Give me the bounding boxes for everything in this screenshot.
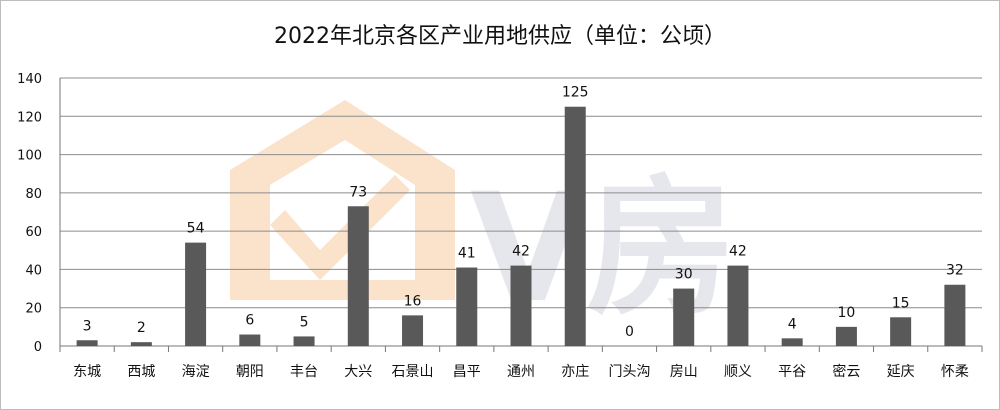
x-tick-label: 怀柔 (941, 364, 969, 380)
x-tick-label: 海淀 (182, 364, 210, 380)
data-label: 30 (675, 267, 693, 283)
x-tick-label: 延庆 (887, 364, 915, 380)
bar (727, 265, 749, 346)
x-tick-label: 平谷 (778, 364, 806, 380)
x-tick-label: 丰台 (290, 364, 318, 380)
bar (76, 340, 98, 346)
data-label: 5 (300, 314, 309, 330)
x-tick-label: 昌平 (453, 364, 481, 380)
bar (781, 338, 803, 346)
data-label: 125 (562, 85, 589, 101)
bar (890, 317, 912, 346)
y-tick-label: 0 (34, 340, 42, 355)
bar (239, 334, 261, 346)
bar (347, 206, 369, 346)
bar (456, 267, 478, 346)
y-tick-label: 140 (17, 72, 42, 87)
data-label: 0 (625, 324, 634, 340)
data-label: 54 (187, 221, 205, 237)
data-label: 3 (83, 318, 92, 334)
x-tick-label: 房山 (670, 364, 698, 380)
data-label: 6 (245, 313, 254, 329)
x-tick-label: 朝阳 (236, 364, 264, 380)
x-tick-label: 密云 (832, 363, 860, 380)
x-tick-label: 东城 (73, 364, 101, 380)
data-label: 41 (458, 246, 476, 262)
x-tick-label: 西城 (127, 364, 155, 380)
bar (944, 284, 966, 346)
x-tick-label: 亦庄 (561, 363, 589, 380)
data-label: 32 (946, 263, 964, 279)
data-label: 42 (729, 244, 747, 260)
x-tick-label: 石景山 (392, 364, 434, 380)
bar (185, 242, 207, 346)
x-tick-label: 门头沟 (608, 364, 650, 380)
x-tick-label: 通州 (507, 364, 535, 380)
y-tick-label: 80 (25, 187, 42, 202)
data-label: 4 (788, 316, 797, 332)
bar (835, 326, 857, 346)
chart-title: 2022年北京各区产业用地供应（单位：公顷） (274, 24, 726, 49)
bar (510, 265, 532, 346)
bar (673, 288, 695, 346)
check-mark-icon (270, 175, 410, 280)
data-label: 2 (137, 320, 146, 336)
bar (402, 315, 424, 346)
y-tick-label: 100 (17, 149, 42, 164)
bar (130, 342, 152, 346)
bar (293, 336, 315, 346)
data-label: 42 (512, 244, 530, 260)
watermark-logo: V房 (230, 100, 736, 336)
house-icon (230, 100, 455, 300)
data-label: 10 (837, 305, 855, 321)
data-label: 73 (349, 184, 367, 200)
watermark-text: V房 (470, 162, 736, 336)
bar (564, 106, 586, 346)
x-tick-label: 顺义 (724, 364, 752, 380)
y-tick-label: 60 (25, 225, 42, 240)
y-tick-label: 20 (25, 302, 42, 317)
data-label: 16 (404, 293, 422, 309)
y-tick-label: 40 (25, 263, 42, 278)
data-label: 15 (892, 295, 910, 311)
x-tick-label: 大兴 (344, 364, 372, 380)
y-tick-label: 120 (17, 110, 42, 125)
